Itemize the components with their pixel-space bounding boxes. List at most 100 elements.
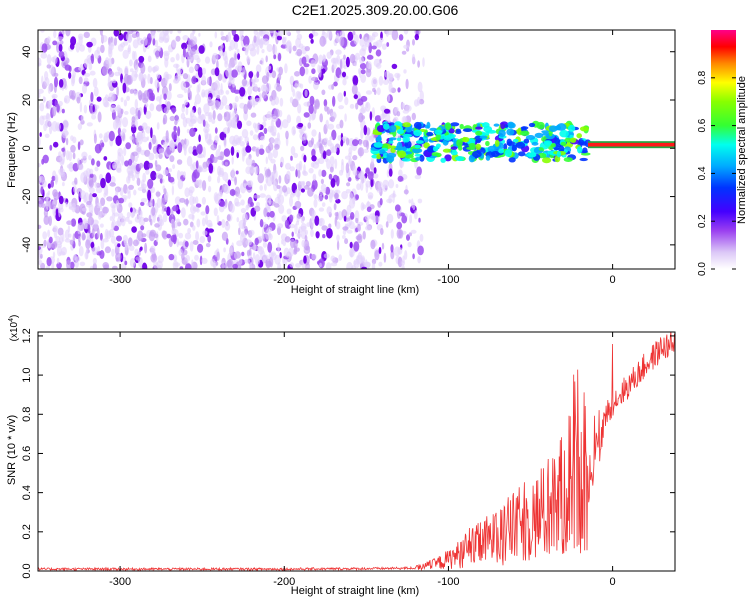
spectrogram-cell	[48, 236, 53, 244]
spectrogram-cell	[336, 234, 340, 242]
spectrogram-cell	[88, 62, 93, 71]
spectrogram-cell	[234, 59, 238, 65]
spectrogram-cell	[92, 193, 97, 198]
spectrogram-cell	[260, 84, 268, 93]
spectrogram-cell	[44, 133, 50, 138]
spectrogram-cell	[197, 243, 204, 253]
spectrogram-cell	[56, 103, 60, 113]
spectrogram-cell	[112, 265, 118, 269]
spectrogram-cell	[144, 102, 149, 108]
spectrogram-cell	[38, 136, 41, 147]
spectrogram-cell	[218, 144, 222, 151]
spectrogram-cell	[103, 101, 110, 108]
spectrogram-cell	[136, 177, 141, 186]
spectrogram-cell	[65, 137, 69, 146]
spectrogram-cell	[246, 249, 251, 257]
spectrogram-cell	[74, 256, 81, 262]
spectrogram-cell	[345, 56, 350, 68]
spectrogram-cell	[115, 257, 119, 262]
spectrogram-cell	[371, 31, 379, 38]
spectrogram-cell	[170, 234, 177, 243]
spectrogram-cell	[232, 82, 236, 88]
spectrogram-cell	[347, 222, 351, 227]
spectrogram-cell	[87, 223, 91, 234]
spectrogram-cell	[317, 195, 324, 202]
spectrogram-cell	[319, 35, 327, 47]
snr-series-area	[38, 332, 675, 571]
spectrogram-cell	[247, 180, 254, 188]
spectrogram-cell	[427, 146, 435, 153]
spectrogram-cell	[356, 183, 361, 191]
spectrogram-cell	[282, 37, 287, 46]
spectrogram-cell	[243, 111, 249, 121]
spectrogram-cell	[68, 206, 76, 211]
spectrogram-cell	[244, 44, 250, 53]
spectrogram-cell	[253, 244, 257, 252]
spectrogram-cell	[130, 207, 133, 213]
spectrogram-cell	[108, 47, 113, 59]
spectrogram-cell	[132, 151, 138, 157]
spectrogram-cell	[374, 250, 380, 261]
spectrogram-cell	[388, 168, 393, 177]
spectrogram-cell	[162, 141, 168, 148]
spectrogram-cell	[66, 220, 73, 225]
spectrogram-cell	[341, 191, 348, 200]
spectrogram-cell	[359, 48, 366, 57]
spectrogram-cell	[58, 168, 65, 176]
spectrogram-cell	[346, 229, 353, 234]
spectrogram-cell	[238, 227, 241, 236]
spectrogram-cell	[113, 37, 118, 46]
spectrogram-cell	[295, 37, 301, 48]
spectrogram-cell	[294, 188, 301, 198]
spectrogram-cell	[376, 87, 381, 96]
spectrogram-cell	[104, 228, 109, 240]
spectrogram-cell	[308, 75, 313, 84]
spectrogram-cell	[208, 185, 212, 193]
spectrogram-cell	[175, 53, 180, 61]
spectrogram-cell	[314, 215, 320, 226]
spectrogram-cell	[391, 30, 399, 41]
spectrogram-cell	[479, 135, 488, 139]
spectrogram-cell	[132, 239, 139, 247]
spectrogram-cell	[47, 229, 51, 238]
spectrogram-cell	[139, 246, 143, 251]
spectrogram-cell	[248, 165, 255, 173]
spectrogram-cell	[152, 37, 156, 46]
spectrogram-cell	[192, 240, 199, 245]
spectrogram-cell	[106, 196, 113, 202]
spectrogram-cell	[39, 132, 42, 137]
spectrogram-cell	[77, 224, 81, 235]
spectrogram-cell	[135, 144, 142, 155]
spectrogram-cell	[42, 231, 48, 240]
spectrogram-cell	[147, 65, 153, 73]
spectrogram-cell	[202, 180, 207, 191]
spectrogram-cell	[313, 104, 317, 114]
spectrogram-cell	[240, 232, 245, 244]
spectrogram-cell	[48, 99, 53, 106]
spectrogram-cell	[366, 206, 372, 213]
spectrogram-cell	[329, 136, 333, 141]
spectrogram-cell	[227, 258, 234, 269]
spectrogram-cell	[360, 69, 366, 75]
spectrogram-cell	[412, 253, 415, 260]
spectrogram-cell	[309, 95, 315, 106]
spectrogram-cell	[538, 147, 544, 151]
spectrogram-cell	[214, 80, 220, 91]
spectrogram-cell	[390, 229, 394, 239]
spectrogram-cell	[253, 194, 261, 199]
spectrogram-cell	[194, 64, 198, 71]
spectrogram-cell	[181, 42, 188, 50]
spectrogram-cell	[341, 71, 347, 78]
spectrogram-cell	[459, 123, 464, 130]
spectrogram-cell	[131, 226, 137, 233]
spectrogram-cell	[185, 254, 191, 262]
spectrogram-cell	[184, 241, 189, 248]
spectrogram-cell	[346, 182, 351, 187]
spectrogram-cell	[79, 44, 85, 52]
spectrogram-cell	[556, 150, 562, 158]
spectrogram-cell	[171, 107, 177, 113]
spectrogram-cell	[398, 169, 403, 177]
spectrogram-cell	[520, 126, 529, 130]
spectrogram-cell	[455, 156, 465, 162]
spectrogram-cell	[207, 175, 212, 183]
